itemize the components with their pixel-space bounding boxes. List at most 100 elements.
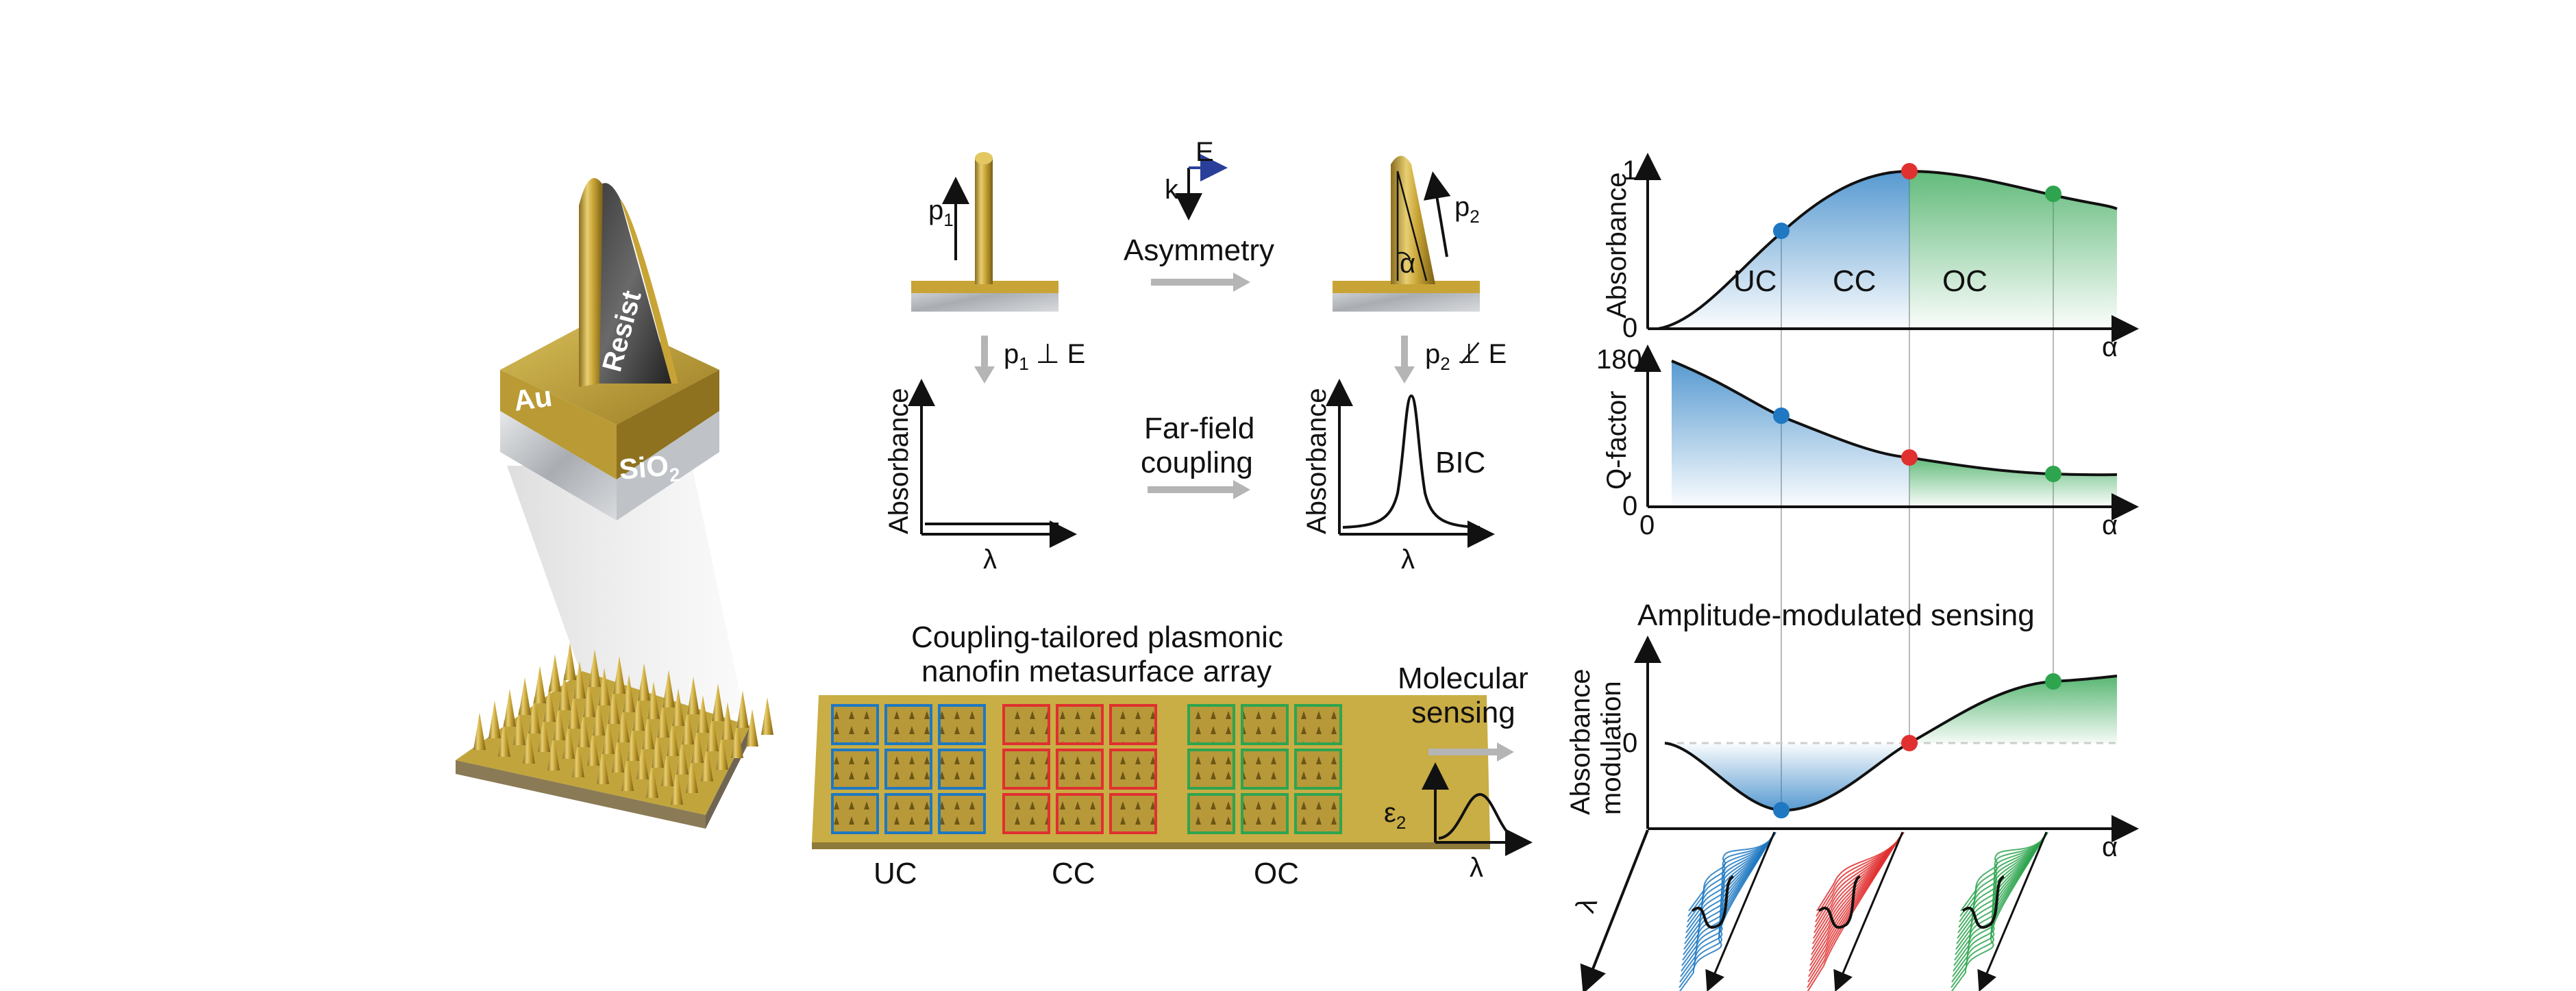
- array-cell-uc: [884, 793, 932, 834]
- reference-spectrum-oc: [1961, 875, 2005, 929]
- array-fin: [646, 760, 658, 798]
- spectrum-line-oc: [1960, 831, 2048, 912]
- symmetric-nanofin: [911, 152, 1058, 312]
- nanofin-gold-coat: [579, 178, 603, 387]
- amp-fill-oc: [1909, 676, 2117, 743]
- au-layer-side: [617, 370, 719, 479]
- qfactor-fill-uc-cc: [1672, 361, 1909, 507]
- array-fin: [513, 707, 525, 745]
- array-fin: [623, 675, 635, 712]
- array-cell-cc: [1002, 704, 1050, 745]
- array-fin: [697, 695, 709, 733]
- array-oc-label: OC: [1254, 857, 1299, 890]
- qfactor-point-uc: [1773, 407, 1789, 424]
- array-fin: [686, 755, 698, 793]
- region-cc-label: CC: [1833, 264, 1877, 298]
- amp-tick-0: 0: [1622, 728, 1637, 758]
- spectrum-line-oc: [1959, 832, 2048, 917]
- molecular-label-line1: Molecular: [1398, 662, 1528, 695]
- absorbance-point-uc: [1773, 223, 1789, 239]
- array-fin: [593, 698, 605, 736]
- reference-spectrum-uc: [1691, 875, 1735, 929]
- array-fin: [519, 677, 531, 715]
- au-label: Au: [512, 380, 554, 417]
- array-fin: [523, 726, 535, 764]
- array-fin: [573, 661, 586, 699]
- array-cell-oc: [1241, 793, 1289, 834]
- amp-fill-uc-cc: [1665, 743, 1909, 811]
- array-fin: [701, 744, 713, 781]
- array-fin: [578, 710, 590, 747]
- sio2-substrate-side: [617, 411, 719, 520]
- region-oc-label: OC: [1942, 264, 1987, 298]
- array-fin: [473, 712, 486, 750]
- array-fin: [564, 642, 576, 680]
- array-cell-uc: [831, 749, 879, 790]
- absorbance-chart-xlabel: α: [2102, 332, 2118, 362]
- array-fins: [473, 642, 773, 805]
- farfield-arrow: [1148, 480, 1250, 499]
- array-fin: [632, 693, 645, 731]
- bic-absorbance-ylabel: Absorbance: [1302, 388, 1332, 534]
- down-arrow-right: [1394, 336, 1415, 384]
- array-fin: [671, 767, 683, 805]
- amp-point-oc: [2045, 673, 2061, 690]
- fan-axis-uc: [1705, 831, 1776, 991]
- flat-lambda-xlabel: λ: [983, 544, 997, 575]
- qfactor-chart: Q-factor α 180 0 0: [1596, 344, 2139, 540]
- array-fin: [568, 691, 580, 729]
- qfactor-tick-180: 180: [1596, 344, 1642, 375]
- array-fin: [543, 684, 556, 722]
- amp-point-uc: [1773, 802, 1789, 818]
- array-cell-oc: [1294, 704, 1342, 745]
- array-fin: [657, 700, 669, 738]
- absorbance-point-oc: [2045, 186, 2061, 202]
- spectrum-line-oc: [1959, 832, 2048, 923]
- array-fin: [746, 709, 758, 747]
- array-fin: [587, 728, 599, 766]
- bic-lambda-xlabel: λ: [1401, 544, 1415, 575]
- epsilon-peak-line: [1438, 792, 1518, 840]
- lambda-perspective-label: λ: [1570, 893, 1603, 916]
- sio2-label: SiO2: [618, 448, 681, 490]
- array-fin: [549, 654, 561, 692]
- array-cell-uc: [831, 793, 879, 834]
- array-fin: [558, 673, 571, 710]
- array-substrate-front: [456, 760, 706, 829]
- array-fin: [598, 668, 610, 705]
- qfactor-chart-xlabel: α: [2102, 510, 2118, 540]
- metasurface-array: [812, 695, 1490, 849]
- array-fin: [731, 720, 743, 758]
- array-fin: [572, 740, 584, 777]
- array-fin: [636, 742, 649, 779]
- array-fin: [534, 666, 546, 703]
- array-cell-oc: [1294, 793, 1342, 834]
- amp-ylabel-line2: modulation: [1596, 681, 1626, 815]
- array-fin: [627, 723, 639, 761]
- spectrum-line-uc: [1687, 832, 1776, 923]
- array-fin: [538, 714, 550, 752]
- array-fin: [736, 690, 749, 728]
- array-cell-cc: [1056, 704, 1104, 745]
- bic-resonance-line: [1342, 394, 1481, 529]
- nanofin-3d-illustration: Au Resist SiO2: [500, 178, 743, 774]
- array-cell-cc: [1056, 793, 1104, 834]
- array-cell-uc: [938, 793, 986, 834]
- array-uc-label: UC: [874, 857, 917, 890]
- array-cell-uc: [938, 704, 986, 745]
- array-fin: [597, 747, 609, 784]
- region-uc-label: UC: [1733, 264, 1777, 298]
- alpha-fin-label: α: [1400, 249, 1415, 279]
- array-cell-cc: [1056, 749, 1104, 790]
- k-e-indicator: k E: [1165, 137, 1228, 221]
- array-fin: [504, 689, 516, 727]
- array-fin: [652, 730, 664, 768]
- array-fin: [612, 735, 624, 773]
- array-cell-uc: [938, 749, 986, 790]
- array-fin: [547, 733, 560, 770]
- array-fin: [676, 737, 689, 775]
- absorbance-fill-uc-cc: [1658, 171, 1909, 329]
- array-title-line1: Coupling-tailored plasmonic: [911, 620, 1283, 654]
- array-fin: [706, 714, 719, 751]
